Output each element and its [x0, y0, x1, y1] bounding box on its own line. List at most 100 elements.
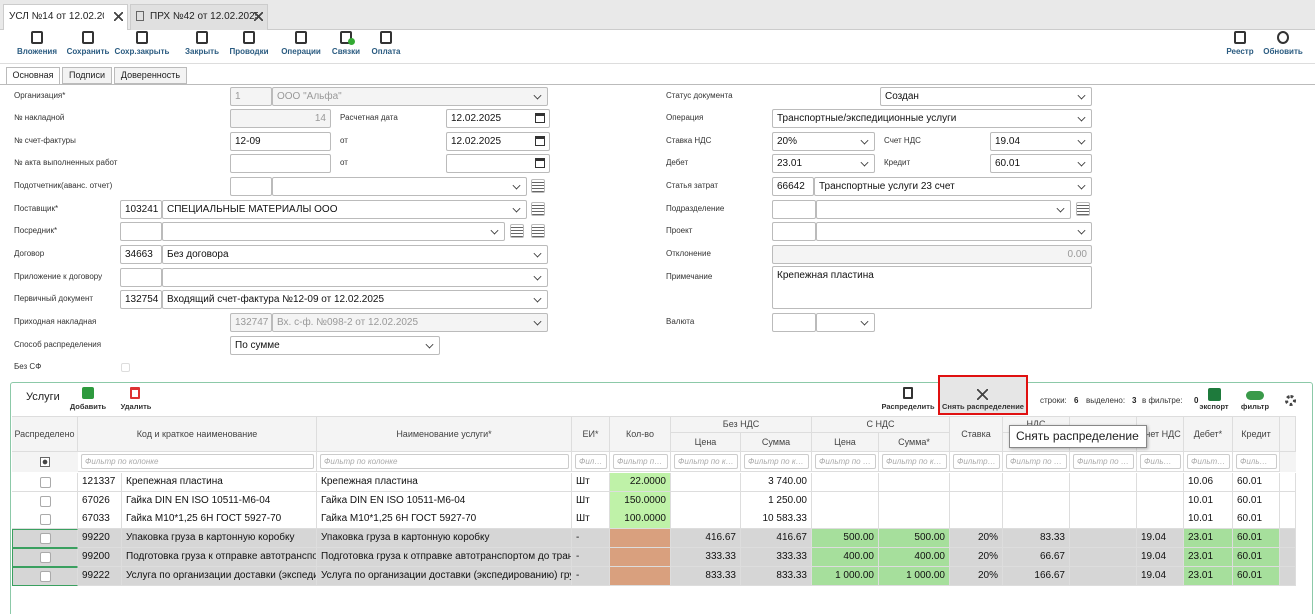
toolbar-button[interactable]: Обновить — [1263, 47, 1303, 56]
checkbox[interactable] — [40, 457, 50, 467]
filter-input[interactable]: Фильтр по колонке — [81, 454, 314, 469]
panel-button[interactable]: экспорт — [1199, 402, 1229, 411]
table-cell: 67026 — [78, 491, 122, 511]
input[interactable] — [772, 313, 816, 332]
input[interactable]: 12.02.2025 — [446, 132, 550, 151]
input[interactable] — [162, 222, 505, 241]
doc-tab[interactable] — [130, 4, 268, 30]
form-tab[interactable] — [114, 67, 187, 84]
input[interactable] — [446, 154, 550, 173]
checkbox[interactable] — [40, 570, 51, 582]
toolbar-button[interactable]: Связки — [331, 47, 361, 56]
filter-input[interactable]: Фильтр по колонке — [1140, 454, 1181, 469]
list-icon[interactable] — [1076, 202, 1090, 216]
panel-button[interactable]: Удалить — [120, 402, 152, 411]
filter-input[interactable]: Фильтр по колонке — [744, 454, 809, 469]
column-header: Сумма — [741, 433, 812, 452]
input[interactable] — [772, 222, 816, 241]
toolbar-icon — [1234, 31, 1246, 44]
input[interactable]: 66642 — [772, 177, 814, 196]
column-header: Дебет* — [1184, 416, 1233, 452]
input[interactable]: 34663 — [120, 245, 162, 264]
filter-input[interactable]: Фильтр по колонке — [320, 454, 569, 469]
checkbox[interactable] — [40, 477, 51, 488]
table-cell: 19.04 — [1137, 547, 1184, 567]
input[interactable]: Транспортные услуги 23 счет — [814, 177, 1092, 196]
filter-input[interactable]: Фильтр по колонке — [674, 454, 738, 469]
checkbox[interactable] — [40, 514, 51, 526]
checkbox[interactable] — [40, 495, 51, 507]
input[interactable]: 19.04 — [990, 132, 1092, 151]
input[interactable] — [816, 313, 875, 332]
input[interactable] — [816, 200, 1071, 219]
input[interactable] — [120, 268, 162, 287]
input[interactable]: 23.01 — [772, 154, 875, 173]
checkbox[interactable] — [40, 533, 51, 545]
input[interactable]: Вх. с-ф. №098-2 от 12.02.2025 — [272, 313, 548, 332]
toolbar-button[interactable]: Реестр — [1226, 47, 1254, 56]
form-tab[interactable] — [6, 67, 60, 84]
toolbar-button[interactable]: Оплата — [371, 47, 401, 56]
input[interactable]: Транспортные/экспедиционные услуги — [772, 109, 1092, 128]
filter-input[interactable]: Фильтр по колонке — [1236, 454, 1277, 469]
filter-input[interactable]: Фильтр по колонке — [1073, 454, 1134, 469]
input[interactable]: 1 — [230, 87, 272, 106]
panel-button[interactable]: фильтр — [1240, 402, 1270, 411]
input[interactable] — [120, 222, 162, 241]
toolbar-button[interactable]: Операции — [281, 47, 321, 56]
input[interactable] — [230, 177, 272, 196]
input[interactable]: Создан — [880, 87, 1092, 106]
gear-icon[interactable] — [1285, 395, 1296, 406]
filter-input[interactable]: Фильтр по колонке — [882, 454, 947, 469]
toolbar-button[interactable]: Сохр.закрыть — [114, 47, 170, 56]
input[interactable]: Входящий счет-фактура №12-09 от 12.02.20… — [162, 290, 548, 309]
doc-tab[interactable] — [3, 4, 128, 30]
input[interactable] — [162, 268, 548, 287]
toolbar-button[interactable]: Проводки — [229, 47, 269, 56]
input[interactable]: 0.00 — [772, 245, 1092, 264]
tab-close[interactable] — [114, 12, 123, 21]
list-icon[interactable] — [531, 224, 545, 238]
input[interactable]: По сумме — [230, 336, 440, 355]
filter-input[interactable]: Фильтр по колонке — [953, 454, 1000, 469]
input[interactable]: 132747 — [230, 313, 272, 332]
input[interactable]: 12-09 — [230, 132, 331, 151]
input[interactable] — [816, 222, 1092, 241]
input[interactable]: 20% — [772, 132, 875, 151]
filter-cell — [1233, 452, 1280, 472]
list-icon[interactable] — [510, 224, 524, 238]
toolbar-button[interactable]: Вложения — [17, 47, 57, 56]
toolbar-button[interactable]: Закрыть — [184, 47, 220, 56]
filter-input[interactable]: Фильтр по колонке — [815, 454, 876, 469]
checkbox[interactable] — [121, 363, 130, 372]
input[interactable]: 60.01 — [990, 154, 1092, 173]
input[interactable]: 132754 — [120, 290, 162, 309]
input[interactable]: 12.02.2025 — [446, 109, 550, 128]
table-cell — [610, 529, 671, 549]
input[interactable] — [230, 154, 331, 173]
panel-button[interactable]: Добавить — [69, 402, 107, 411]
toolbar-icon — [380, 31, 392, 44]
input[interactable]: Без договора — [162, 245, 548, 264]
input[interactable]: Крепежная пластина — [772, 266, 1092, 309]
tab-close[interactable] — [254, 12, 263, 21]
filter-input[interactable]: Фильтр по колонке — [1006, 454, 1067, 469]
table-cell: 66.67 — [1003, 547, 1070, 567]
toolbar-button[interactable]: Сохранить — [66, 47, 110, 56]
filter-input[interactable]: Фильтр по колонке — [1187, 454, 1230, 469]
checkbox[interactable] — [40, 551, 51, 563]
toggle[interactable] — [1246, 391, 1264, 400]
input[interactable] — [772, 200, 816, 219]
input[interactable]: 103241 — [120, 200, 162, 219]
panel-button[interactable]: Снять распределение — [942, 402, 1024, 411]
list-icon[interactable] — [531, 179, 545, 193]
input[interactable]: 14 — [230, 109, 331, 128]
form-tab[interactable] — [62, 67, 112, 84]
input[interactable]: СПЕЦИАЛЬНЫЕ МАТЕРИАЛЫ ООО — [162, 200, 527, 219]
input[interactable] — [272, 177, 527, 196]
panel-button[interactable]: Распределить — [881, 402, 935, 411]
filter-input[interactable]: Фильтр по колонке — [575, 454, 607, 469]
input[interactable]: ООО "Альфа" — [272, 87, 548, 106]
filter-input[interactable]: Фильтр по колонке — [613, 454, 668, 469]
list-icon[interactable] — [531, 202, 545, 216]
